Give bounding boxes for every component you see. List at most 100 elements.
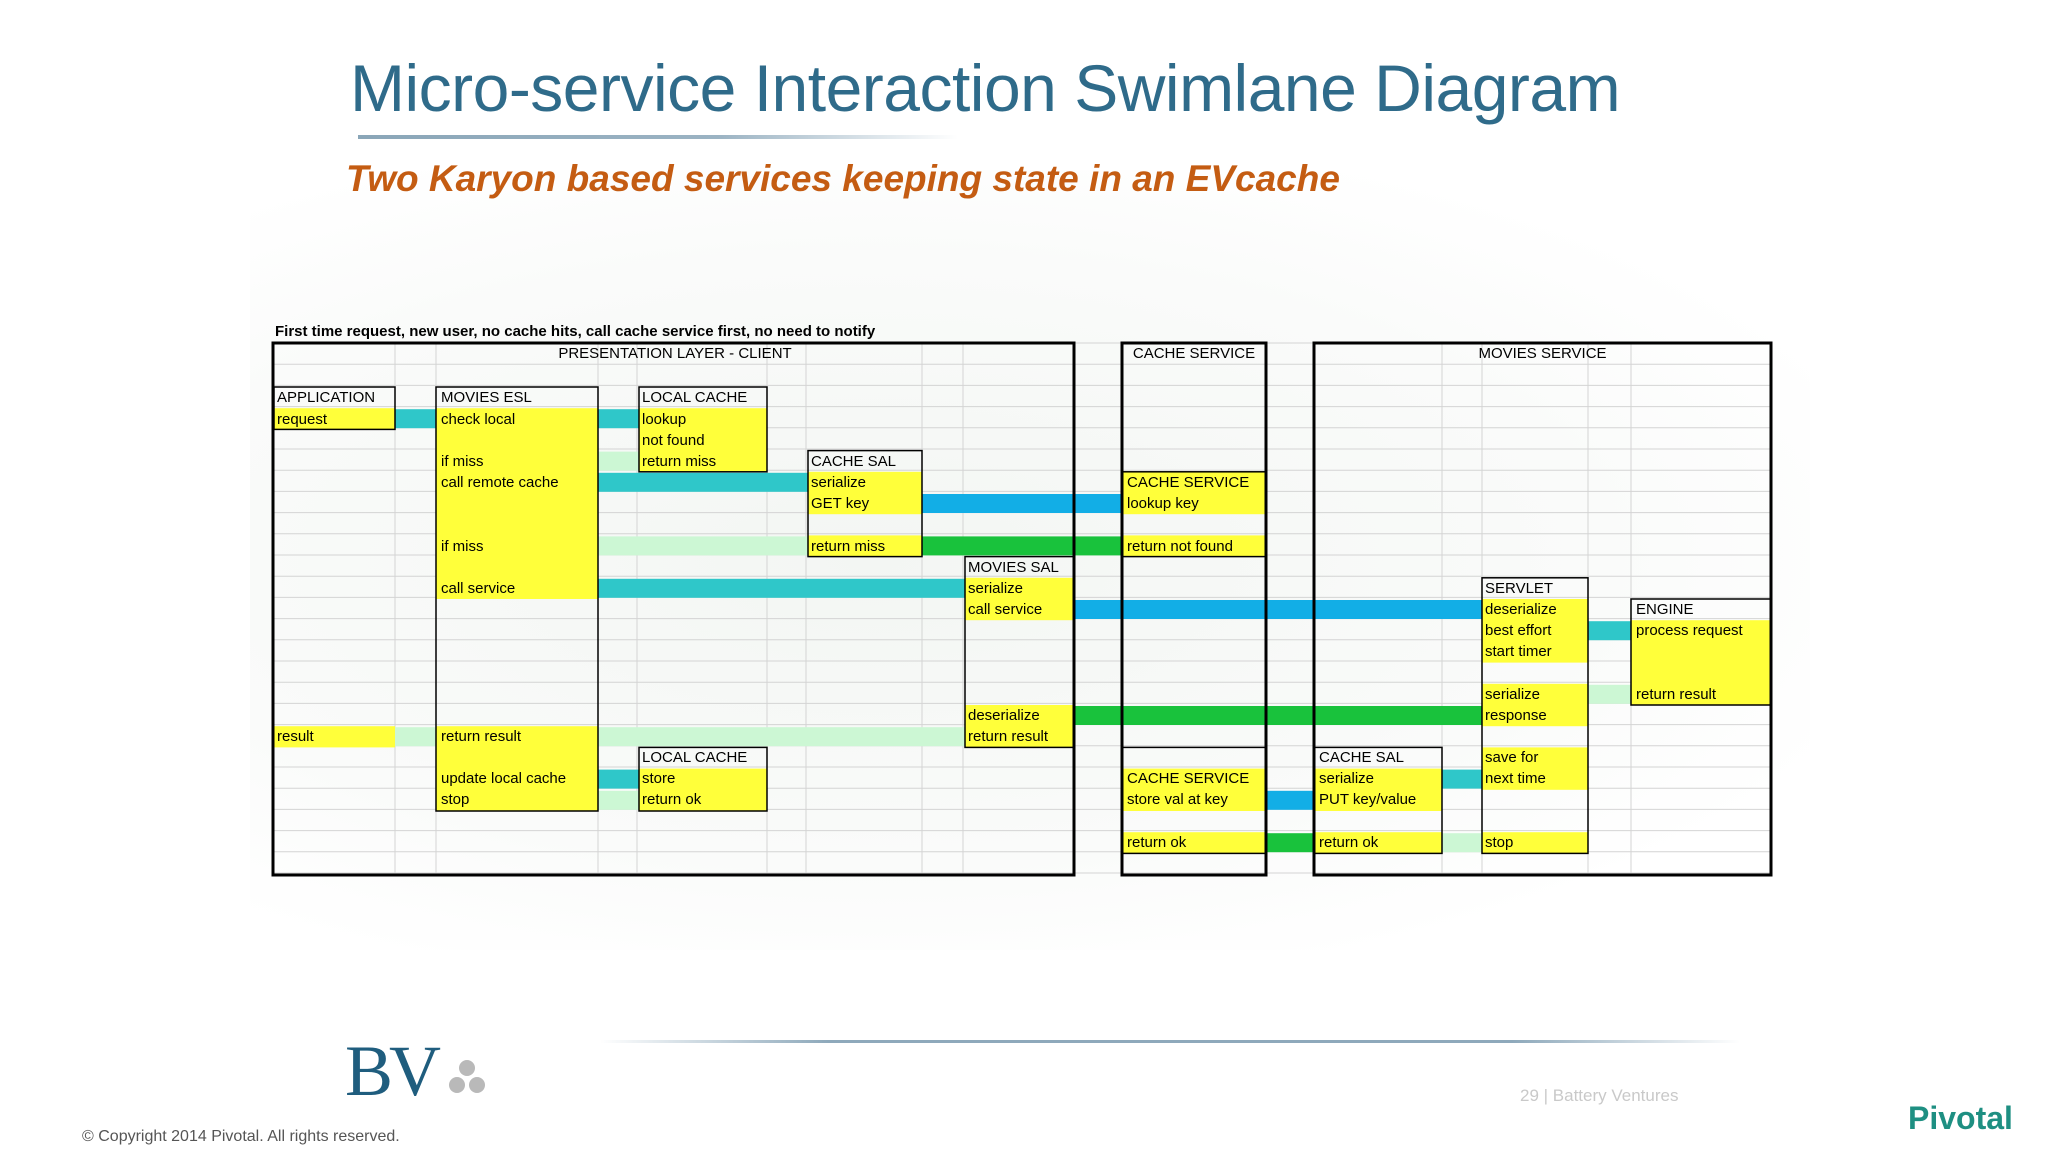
lane-borders — [271, 341, 1773, 877]
yellow-cell — [965, 577, 1074, 621]
yellow-cell — [1631, 620, 1771, 705]
cell-not-found: not found — [642, 432, 705, 449]
connector-bar — [922, 494, 1122, 513]
cell-process-request: process request — [1636, 622, 1743, 639]
cell-local-cache-1: LOCAL CACHE — [642, 389, 748, 406]
slide-subtitle: Two Karyon based services keeping state … — [346, 158, 1340, 199]
cell-update-local-cache: update local cache — [441, 770, 567, 787]
cell-servlet: SERVLET — [1485, 580, 1554, 597]
cell-return-ok-lc: return ok — [642, 791, 702, 808]
yellow-cell — [274, 726, 395, 748]
cell-local-cache-2: LOCAL CACHE — [642, 749, 748, 766]
cell-check-local: check local — [441, 411, 516, 428]
box-outline — [807, 449, 923, 558]
cell-call-remote-cache: call remote cache — [441, 474, 559, 491]
connector-bar — [598, 472, 808, 492]
cell-serialize-cs: serialize — [811, 474, 867, 491]
cell-save-for: save for — [1485, 749, 1539, 766]
bv-logo-text: BV — [345, 1031, 441, 1111]
yellow-cell — [639, 768, 767, 811]
cell-cache-sal: CACHE SAL — [811, 453, 897, 470]
cell-return-result-esl: return result — [441, 728, 522, 745]
page-info: 29 | Battery Ventures — [1520, 1086, 1679, 1105]
copyright-notice: © Copyright 2014 Pivotal. All rights res… — [82, 1128, 400, 1145]
cell-request: request — [277, 411, 328, 428]
lane-title-movies-service: MOVIES SERVICE — [1478, 345, 1607, 362]
cell-return-ok-2: return ok — [1319, 834, 1379, 851]
cell-lookup: lookup — [642, 411, 687, 428]
connector-bar — [1588, 621, 1633, 641]
yellow-cell — [436, 408, 598, 599]
connector-bar — [598, 578, 965, 598]
connector-bar — [922, 536, 1122, 556]
cell-result: result — [277, 728, 314, 745]
yellow-cell — [965, 705, 1074, 748]
cell-serialize-2: serialize — [1319, 770, 1375, 787]
cell-best-effort: best effort — [1485, 622, 1552, 639]
connector-bar — [1266, 833, 1316, 853]
cell-cache-sal-2: CACHE SAL — [1319, 749, 1405, 766]
connector-bar — [598, 769, 639, 789]
yellow-cell — [1314, 832, 1442, 854]
connector-bar — [598, 451, 639, 471]
title-underline — [358, 135, 958, 139]
cell-stop-sv: stop — [1485, 834, 1514, 851]
cell-response: response — [1485, 707, 1547, 724]
connector-bar — [1442, 769, 1482, 789]
connector-bar — [395, 727, 436, 747]
yellow-cell — [808, 535, 922, 557]
footer-rule — [600, 1040, 1740, 1043]
yellow-cell — [1482, 683, 1588, 727]
diagram-header: First time request, new user, no cache h… — [275, 323, 876, 340]
cell-if-miss-2: if miss — [441, 538, 484, 555]
yellow-cell — [1482, 599, 1588, 663]
connector-bar — [1442, 833, 1482, 853]
connector-bar — [1588, 684, 1633, 704]
connector-bar — [1266, 790, 1316, 810]
connector-bar — [598, 727, 965, 747]
cell-lookup-key: lookup key — [1127, 495, 1199, 512]
yellow-cell — [1122, 768, 1266, 811]
cell-store-val-at-key: store val at key — [1127, 791, 1228, 808]
cell-return-miss-cs: return miss — [811, 538, 886, 555]
connector-bar — [598, 409, 639, 429]
bv-logo-dots-icon — [449, 1060, 485, 1093]
cell-movies-sal: MOVIES SAL — [968, 559, 1059, 576]
box-outline — [638, 386, 768, 473]
yellow-cell — [1482, 747, 1588, 790]
yellow-cell — [1482, 832, 1588, 854]
yellow-cell — [808, 471, 922, 515]
cell-return-ok-cs: return ok — [1127, 834, 1187, 851]
cell-return-not-found: return not found — [1127, 538, 1233, 555]
cache-service-lane-border — [1120, 341, 1268, 877]
yellow-cell — [1314, 768, 1442, 811]
yellow-cell — [436, 726, 598, 811]
lane-title-presentation: PRESENTATION LAYER - CLIENT — [558, 345, 792, 362]
yellow-cell — [1122, 832, 1266, 854]
cell-cache-service-2: CACHE SERVICE — [1127, 770, 1250, 787]
connector-bar — [1074, 706, 1482, 725]
cell-application: APPLICATION — [277, 389, 376, 406]
connector-bar — [395, 409, 436, 429]
box-outline — [1481, 577, 1589, 855]
connector-bar — [598, 790, 639, 810]
bv-logo: BV — [345, 1030, 485, 1113]
cell-cache-service-1: CACHE SERVICE — [1127, 474, 1250, 491]
pivotal-logo: Pivotal — [1908, 1100, 2013, 1136]
cell-return-result-ms: return result — [968, 728, 1049, 745]
slide-title: Micro-service Interaction Swimlane Diagr… — [350, 51, 1621, 125]
cell-engine: ENGINE — [1636, 601, 1694, 618]
yellow-cell — [1122, 471, 1266, 515]
cell-return-result-engine: return result — [1636, 686, 1717, 703]
cell-return-miss: return miss — [642, 453, 717, 470]
cell-start-timer: start timer — [1485, 643, 1552, 660]
cell-store: store — [642, 770, 676, 787]
cell-call-service: call service — [441, 580, 516, 597]
cell-get-key: GET key — [811, 495, 870, 512]
connector-bar — [1074, 600, 1482, 619]
cell-deserialize-ms: deserialize — [968, 707, 1040, 724]
yellow-cell — [639, 408, 767, 472]
cell-put-key-value: PUT key/value — [1319, 791, 1417, 808]
cell-call-service-ms: call service — [968, 601, 1043, 618]
connector-bars — [395, 409, 1633, 853]
